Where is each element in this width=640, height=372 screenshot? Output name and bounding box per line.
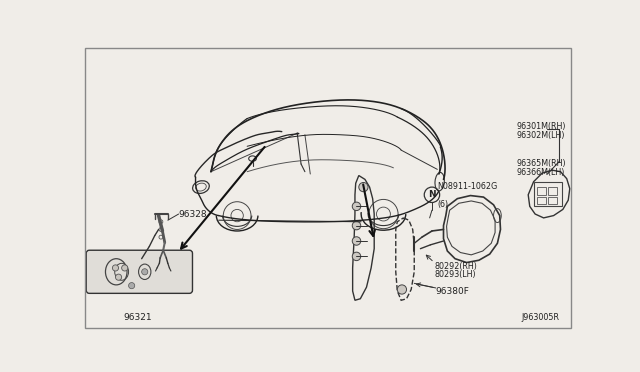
Text: 96380F: 96380F [436,287,470,296]
Circle shape [141,269,148,275]
Circle shape [115,274,122,280]
Bar [548,197,557,204]
Circle shape [352,237,361,245]
Text: N: N [428,190,436,199]
Text: 96366M(LH): 96366M(LH) [516,168,565,177]
Bar [537,197,546,204]
Text: 80292(RH): 80292(RH) [435,262,477,271]
Text: J963005R: J963005R [521,313,559,322]
Text: (6): (6) [437,200,449,209]
Circle shape [359,183,368,192]
Bar [537,187,546,195]
Circle shape [352,221,361,230]
Text: 80293(LH): 80293(LH) [435,270,476,279]
Circle shape [129,283,135,289]
Circle shape [122,265,128,271]
Circle shape [397,285,406,294]
Text: N08911-1062G: N08911-1062G [437,182,497,191]
Text: 96302M(LH): 96302M(LH) [516,131,565,140]
Text: 96321: 96321 [124,312,152,322]
Bar [534,182,562,206]
Circle shape [352,252,361,261]
Text: 96328: 96328 [179,210,207,219]
Text: 96301M(RH): 96301M(RH) [516,122,566,131]
FancyBboxPatch shape [86,250,193,294]
Circle shape [352,202,361,211]
Text: 96365M(RH): 96365M(RH) [516,158,566,168]
Bar [548,187,557,195]
Circle shape [113,265,118,271]
